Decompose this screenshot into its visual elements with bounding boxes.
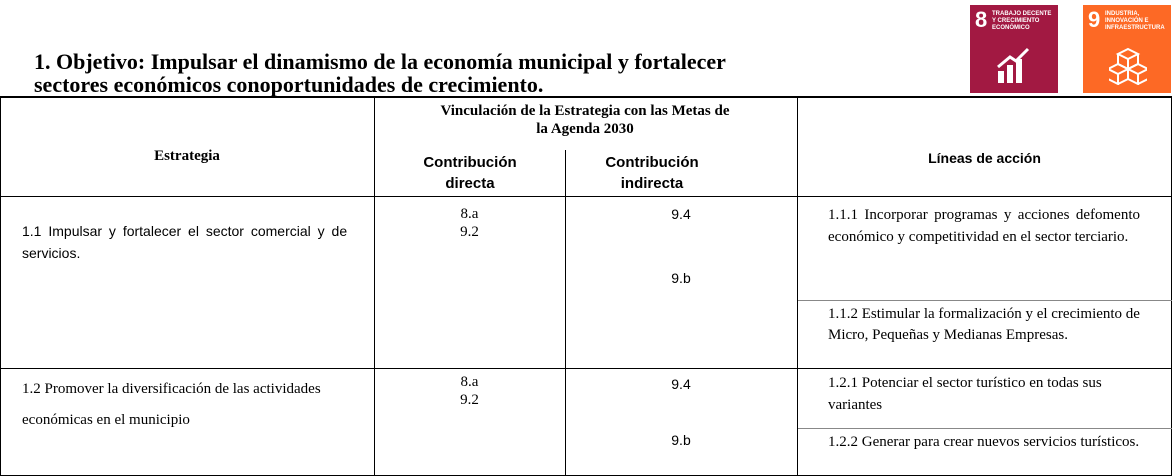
icon-number: 8 [975, 7, 988, 32]
header-cell: Vinculación de la Estrategia con las Met… [440, 103, 730, 137]
icon-graphic [997, 47, 1030, 83]
cell: 1.2.1 Potenciar el sector turístico en t… [828, 375, 1102, 413]
header-cell: Contribución indirecta [605, 154, 699, 192]
border [0, 96, 1172, 98]
header-cell: Líneas de acción [928, 150, 1041, 166]
cell: 9.4 [671, 206, 691, 222]
border [798, 300, 1172, 301]
icon-number: 9 [1088, 7, 1101, 32]
cell: 9.2 [460, 392, 479, 408]
cell: 9.b [671, 270, 691, 286]
cell: 9.b [671, 432, 691, 448]
icon-label: TRABAJO DECENTE Y CRECIMIENTO ECONÓMICO [992, 11, 1052, 31]
cell: 9.4 [671, 376, 691, 392]
header-cell: Contribución directa [423, 154, 517, 192]
cell: 1.1.2 Estimular la formalización y el cr… [828, 306, 1140, 343]
cell: 1.2 Promover la diversificación de las a… [22, 381, 321, 428]
border [0, 196, 1172, 197]
border [797, 98, 798, 476]
title: 1. Objetivo: Impulsar el dinamismo de la… [34, 50, 726, 96]
cell: 8.a [460, 374, 479, 390]
title-line: sectores económicos conoportunidades de … [34, 72, 544, 97]
border [0, 368, 1172, 369]
header-cell: Estrategia [154, 148, 220, 164]
cell: 1.1.1 Incorporar programas y acciones de… [828, 207, 1140, 245]
cell: 1.1 Impulsar y fortalecer el sector come… [22, 223, 348, 261]
icon-label: INDUSTRIA, INNOVACIÓN E INFRAESTRUCTURA [1105, 11, 1165, 31]
border [374, 98, 375, 476]
title-line: 1. Objetivo: Impulsar el dinamismo de la… [34, 49, 726, 74]
cell: 9.2 [460, 224, 479, 240]
border [0, 98, 1, 476]
sdg-icon: 8 TRABAJO DECENTE Y CRECIMIENTO ECONÓMIC… [970, 5, 1058, 93]
icon-graphic [1109, 47, 1147, 85]
sdg-icon: 9 INDUSTRIA, INNOVACIÓN E INFRAESTRUCTUR… [1083, 5, 1171, 93]
cell: 1.2.2 Generar para crear nuevos servicio… [828, 434, 1140, 450]
border [565, 150, 566, 476]
cell: 8.a [460, 206, 479, 222]
border [798, 428, 1172, 429]
